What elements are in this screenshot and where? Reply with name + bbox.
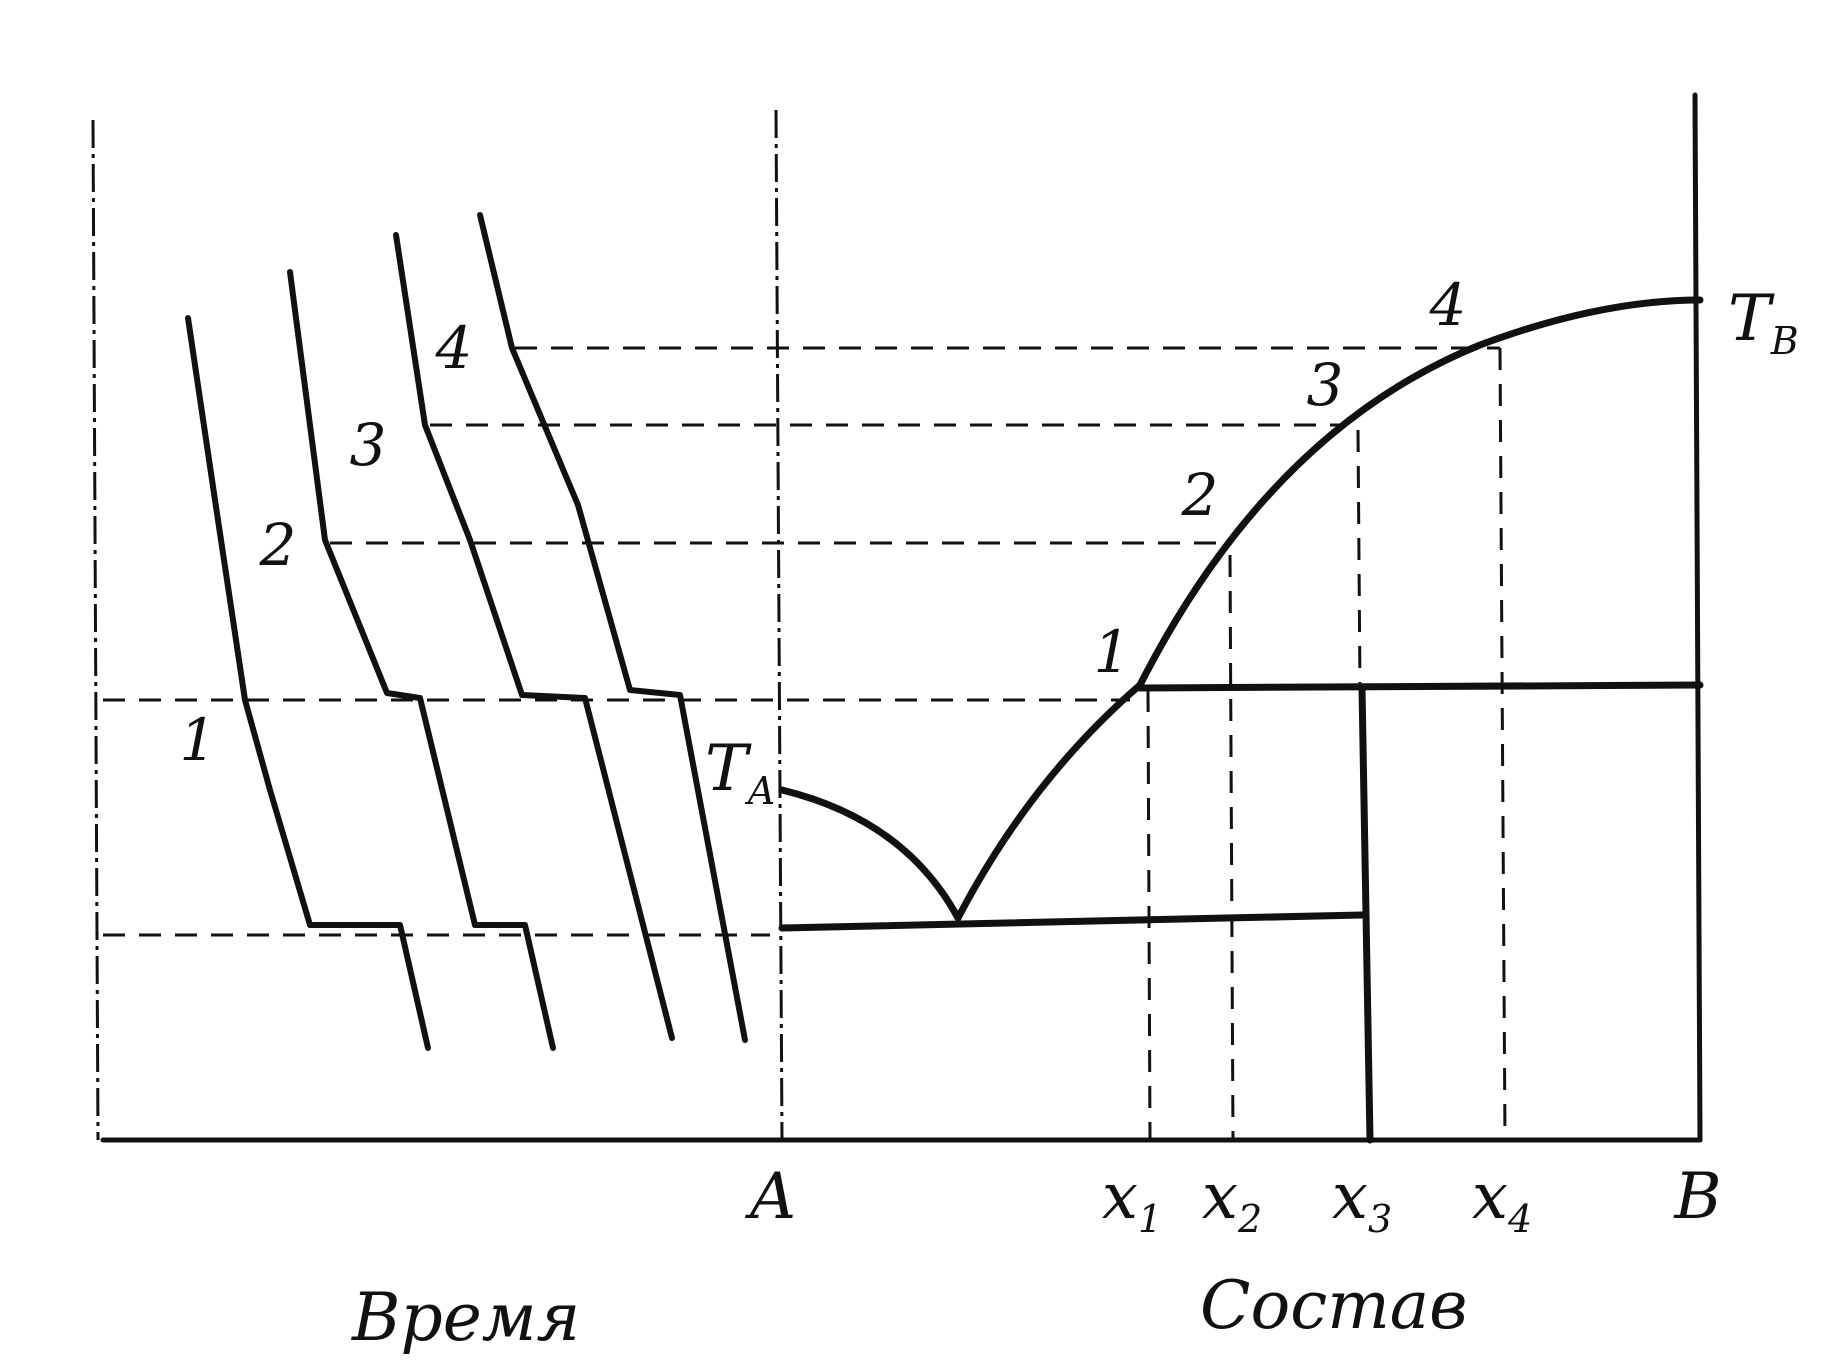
cooling-curve-label-2: 2 <box>259 511 297 579</box>
cooling-curve-2 <box>287 269 556 1051</box>
time-axis-label: Время <box>351 1279 580 1356</box>
temp-a-symbol: T <box>705 732 752 806</box>
guide-x4 <box>1498 347 1507 1141</box>
cooling-curves-panel: 1 2 3 4 TA Время <box>91 119 1500 1356</box>
x3-symbol: x <box>1332 1160 1368 1234</box>
component-a-label: A <box>745 1160 796 1234</box>
component-b-axis <box>1692 92 1703 1143</box>
cooling-curve-4 <box>477 212 748 1043</box>
x1-label: x1 <box>1102 1160 1162 1241</box>
liquidus-b-curve <box>954 296 1704 922</box>
liquidus-point-label-2: 2 <box>1181 461 1219 529</box>
cooling-curve-label-3: 3 <box>350 411 387 479</box>
liquidus-point-label-1: 1 <box>1094 618 1131 686</box>
cooling-curve-3 <box>393 232 675 1041</box>
cooling-curve-1 <box>185 315 431 1051</box>
temperature-axis-left <box>91 119 100 1141</box>
temp-a-label: TA <box>705 732 775 813</box>
component-b-label: B <box>1673 1160 1721 1234</box>
x3-label: x3 <box>1332 1160 1392 1241</box>
temp-b-symbol: T <box>1728 282 1775 356</box>
liquidus-point-label-4: 4 <box>1429 271 1467 339</box>
cooling-curve-label-1: 1 <box>180 706 217 774</box>
component-a-axis <box>774 109 784 1141</box>
guide-x1 <box>1146 689 1152 1141</box>
liquidus-point-label-3: 3 <box>1307 351 1344 419</box>
cooling-curve-label-4: 4 <box>435 314 473 382</box>
eutectic-line <box>778 911 1366 932</box>
composition-axis-label: Состав <box>1200 1267 1468 1344</box>
x3-subscript: 3 <box>1368 1197 1392 1241</box>
temp-b-subscript: B <box>1770 319 1799 363</box>
x2-label: x2 <box>1202 1160 1262 1241</box>
horizontal-phase-line <box>1136 681 1704 692</box>
x2-subscript: 2 <box>1237 1197 1262 1241</box>
liquidus-a-curve <box>778 786 962 922</box>
temp-a-subscript: A <box>745 769 775 813</box>
x2-symbol: x <box>1202 1160 1238 1234</box>
temp-b-label: TB <box>1728 282 1799 363</box>
compound-vertical-line <box>1358 684 1374 1144</box>
guide-x2 <box>1228 554 1235 1141</box>
x4-subscript: 4 <box>1507 1197 1532 1241</box>
phase-diagram-panel: 1 2 3 4 TB A x1 x2 x3 x4 B Состав <box>745 92 1799 1344</box>
x1-subscript: 1 <box>1138 1197 1162 1241</box>
guide-x3 <box>1356 429 1362 691</box>
x4-symbol: x <box>1472 1160 1508 1234</box>
x1-symbol: x <box>1102 1160 1138 1234</box>
x4-label: x4 <box>1472 1160 1532 1241</box>
